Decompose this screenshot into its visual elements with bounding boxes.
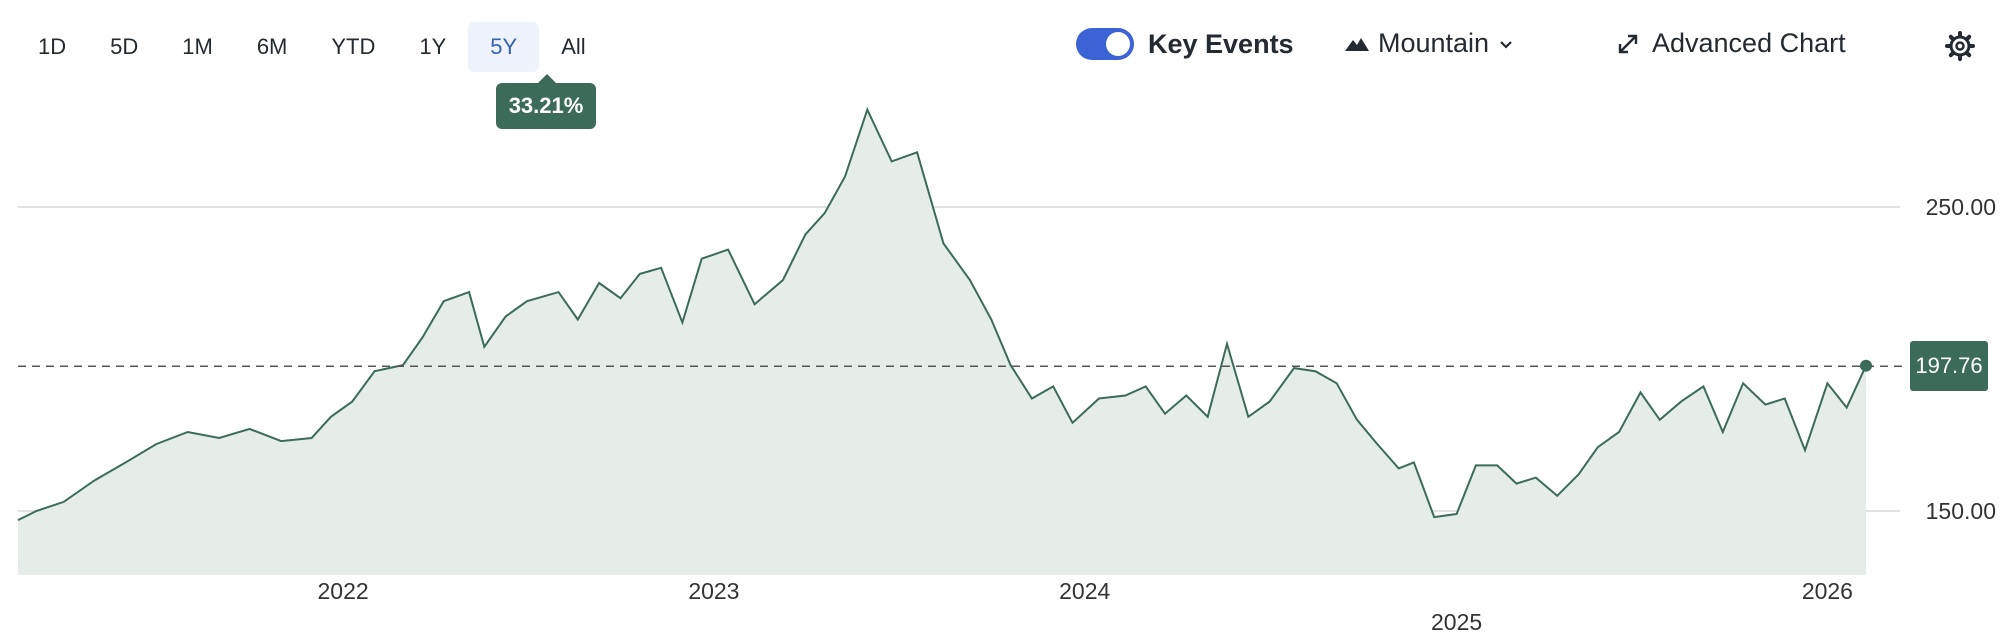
chart-type-dropdown[interactable]: Mountain — [1344, 28, 1515, 59]
advanced-chart-button[interactable]: Advanced Chart — [1616, 28, 1846, 59]
range-tab-all[interactable]: All — [561, 34, 586, 59]
range-tab-5d[interactable]: 5D — [110, 34, 139, 59]
key-events-toggle[interactable]: Key Events — [1076, 28, 1294, 60]
range-tab-5y[interactable]: 5Y — [468, 22, 540, 72]
x-tick-label: 2023 — [688, 578, 739, 604]
expand-icon — [1618, 34, 1638, 53]
x-tick-label: 2025 — [1431, 609, 1482, 635]
gear-icon[interactable] — [1944, 30, 1976, 62]
range-tabs: 1D 5D 1M 6M YTD 1Y 5Y All — [16, 22, 608, 72]
range-tab-1m[interactable]: 1M — [182, 34, 213, 59]
chart-toolbar: 1D 5D 1M 6M YTD 1Y 5Y All 33.21% Key Eve… — [0, 0, 2012, 129]
y-axis-ticks: 150.00 250.00 — [1926, 194, 1996, 524]
toggle-knob — [1106, 32, 1130, 56]
range-tab-1d[interactable]: 1D — [38, 34, 67, 59]
price-area — [18, 109, 1866, 575]
toggle-switch[interactable] — [1076, 28, 1134, 60]
x-tick-label: 2024 — [1059, 578, 1110, 604]
y-tick-label: 250.00 — [1926, 194, 1996, 220]
range-tab-ytd[interactable]: YTD — [331, 34, 376, 59]
key-events-label: Key Events — [1148, 28, 1294, 59]
price-line — [17, 107, 1867, 521]
advanced-chart-label: Advanced Chart — [1652, 28, 1846, 58]
x-axis-ticks: 2022 2023 2024 2025 2026 — [318, 578, 1853, 635]
y-tick-label: 150.00 — [1926, 498, 1996, 524]
chart-type-label: Mountain — [1378, 28, 1490, 58]
chevron-down-icon — [1500, 40, 1512, 49]
x-tick-label: 2026 — [1802, 578, 1853, 604]
mountain-icon — [1345, 37, 1369, 51]
x-tick-label: 2022 — [318, 578, 369, 604]
range-change-tooltip: 33.21% — [496, 74, 596, 129]
last-price-point — [1860, 359, 1872, 372]
last-price-label: 197.76 — [1910, 341, 1988, 391]
range-tab-1y[interactable]: 1Y — [419, 34, 447, 59]
range-tab-6m[interactable]: 6M — [256, 34, 288, 59]
